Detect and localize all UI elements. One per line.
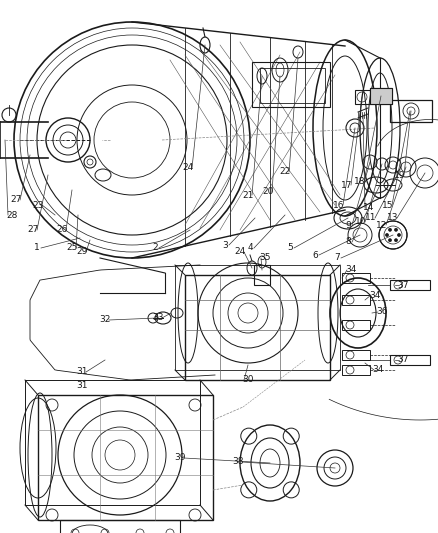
Text: 1: 1 [34, 244, 40, 253]
Bar [342, 320, 370, 330]
Text: 33: 33 [152, 313, 164, 322]
Ellipse shape [389, 239, 392, 241]
Text: 11: 11 [365, 214, 377, 222]
Bar [390, 355, 430, 365]
Bar [390, 280, 430, 290]
Bar [342, 295, 370, 305]
Text: 13: 13 [387, 214, 399, 222]
Text: 24: 24 [182, 164, 194, 173]
Text: 29: 29 [76, 247, 88, 256]
Text: 27: 27 [27, 225, 39, 235]
Text: 31: 31 [76, 367, 88, 376]
Bar [254, 265, 270, 285]
Text: 26: 26 [57, 225, 68, 235]
Text: 17: 17 [341, 181, 353, 190]
Text: 34: 34 [369, 290, 381, 300]
Text: 39: 39 [174, 454, 186, 463]
Text: 34: 34 [372, 366, 384, 375]
Bar [342, 365, 370, 375]
Bar [185, 275, 330, 380]
Text: 2: 2 [152, 244, 158, 253]
Text: 19: 19 [394, 171, 406, 180]
Text: 23: 23 [32, 200, 44, 209]
Text: 25: 25 [66, 244, 78, 253]
Text: 18: 18 [354, 177, 366, 187]
Bar [390, 100, 432, 122]
Bar [260, 68, 325, 103]
Text: 4: 4 [247, 244, 253, 253]
Text: 37: 37 [397, 356, 409, 365]
Bar [38, 395, 213, 520]
Text: 35: 35 [259, 254, 271, 262]
Text: 37: 37 [397, 280, 409, 289]
Text: 10: 10 [355, 217, 367, 227]
Text: 7: 7 [334, 254, 340, 262]
Bar [342, 273, 370, 283]
Text: 38: 38 [232, 457, 244, 466]
Text: 21: 21 [242, 190, 254, 199]
Text: 8: 8 [345, 238, 351, 246]
Bar [370, 88, 392, 104]
Text: 22: 22 [279, 167, 291, 176]
Text: 27: 27 [11, 196, 22, 205]
Text: 15: 15 [382, 200, 394, 209]
Text: 12: 12 [376, 221, 388, 230]
Bar [342, 350, 370, 360]
Text: 14: 14 [363, 204, 374, 213]
Text: 9: 9 [345, 221, 351, 230]
Bar [60, 520, 180, 533]
Text: 34: 34 [345, 265, 357, 274]
Text: 5: 5 [287, 244, 293, 253]
Bar [175, 265, 340, 370]
Ellipse shape [385, 233, 389, 237]
Ellipse shape [395, 239, 398, 241]
Bar [25, 380, 200, 505]
Bar [252, 62, 330, 107]
Text: 6: 6 [312, 251, 318, 260]
Text: 20: 20 [262, 188, 274, 197]
Text: 32: 32 [99, 316, 111, 325]
Bar [370, 88, 392, 104]
Text: 28: 28 [6, 211, 18, 220]
Text: 36: 36 [376, 308, 388, 317]
Text: 3: 3 [222, 240, 228, 249]
Ellipse shape [389, 228, 392, 231]
Ellipse shape [398, 233, 400, 237]
Text: 31: 31 [76, 381, 88, 390]
Text: 24: 24 [234, 247, 246, 256]
Ellipse shape [395, 228, 398, 231]
Bar [355, 90, 370, 104]
Text: 16: 16 [333, 200, 345, 209]
Text: 30: 30 [242, 376, 254, 384]
